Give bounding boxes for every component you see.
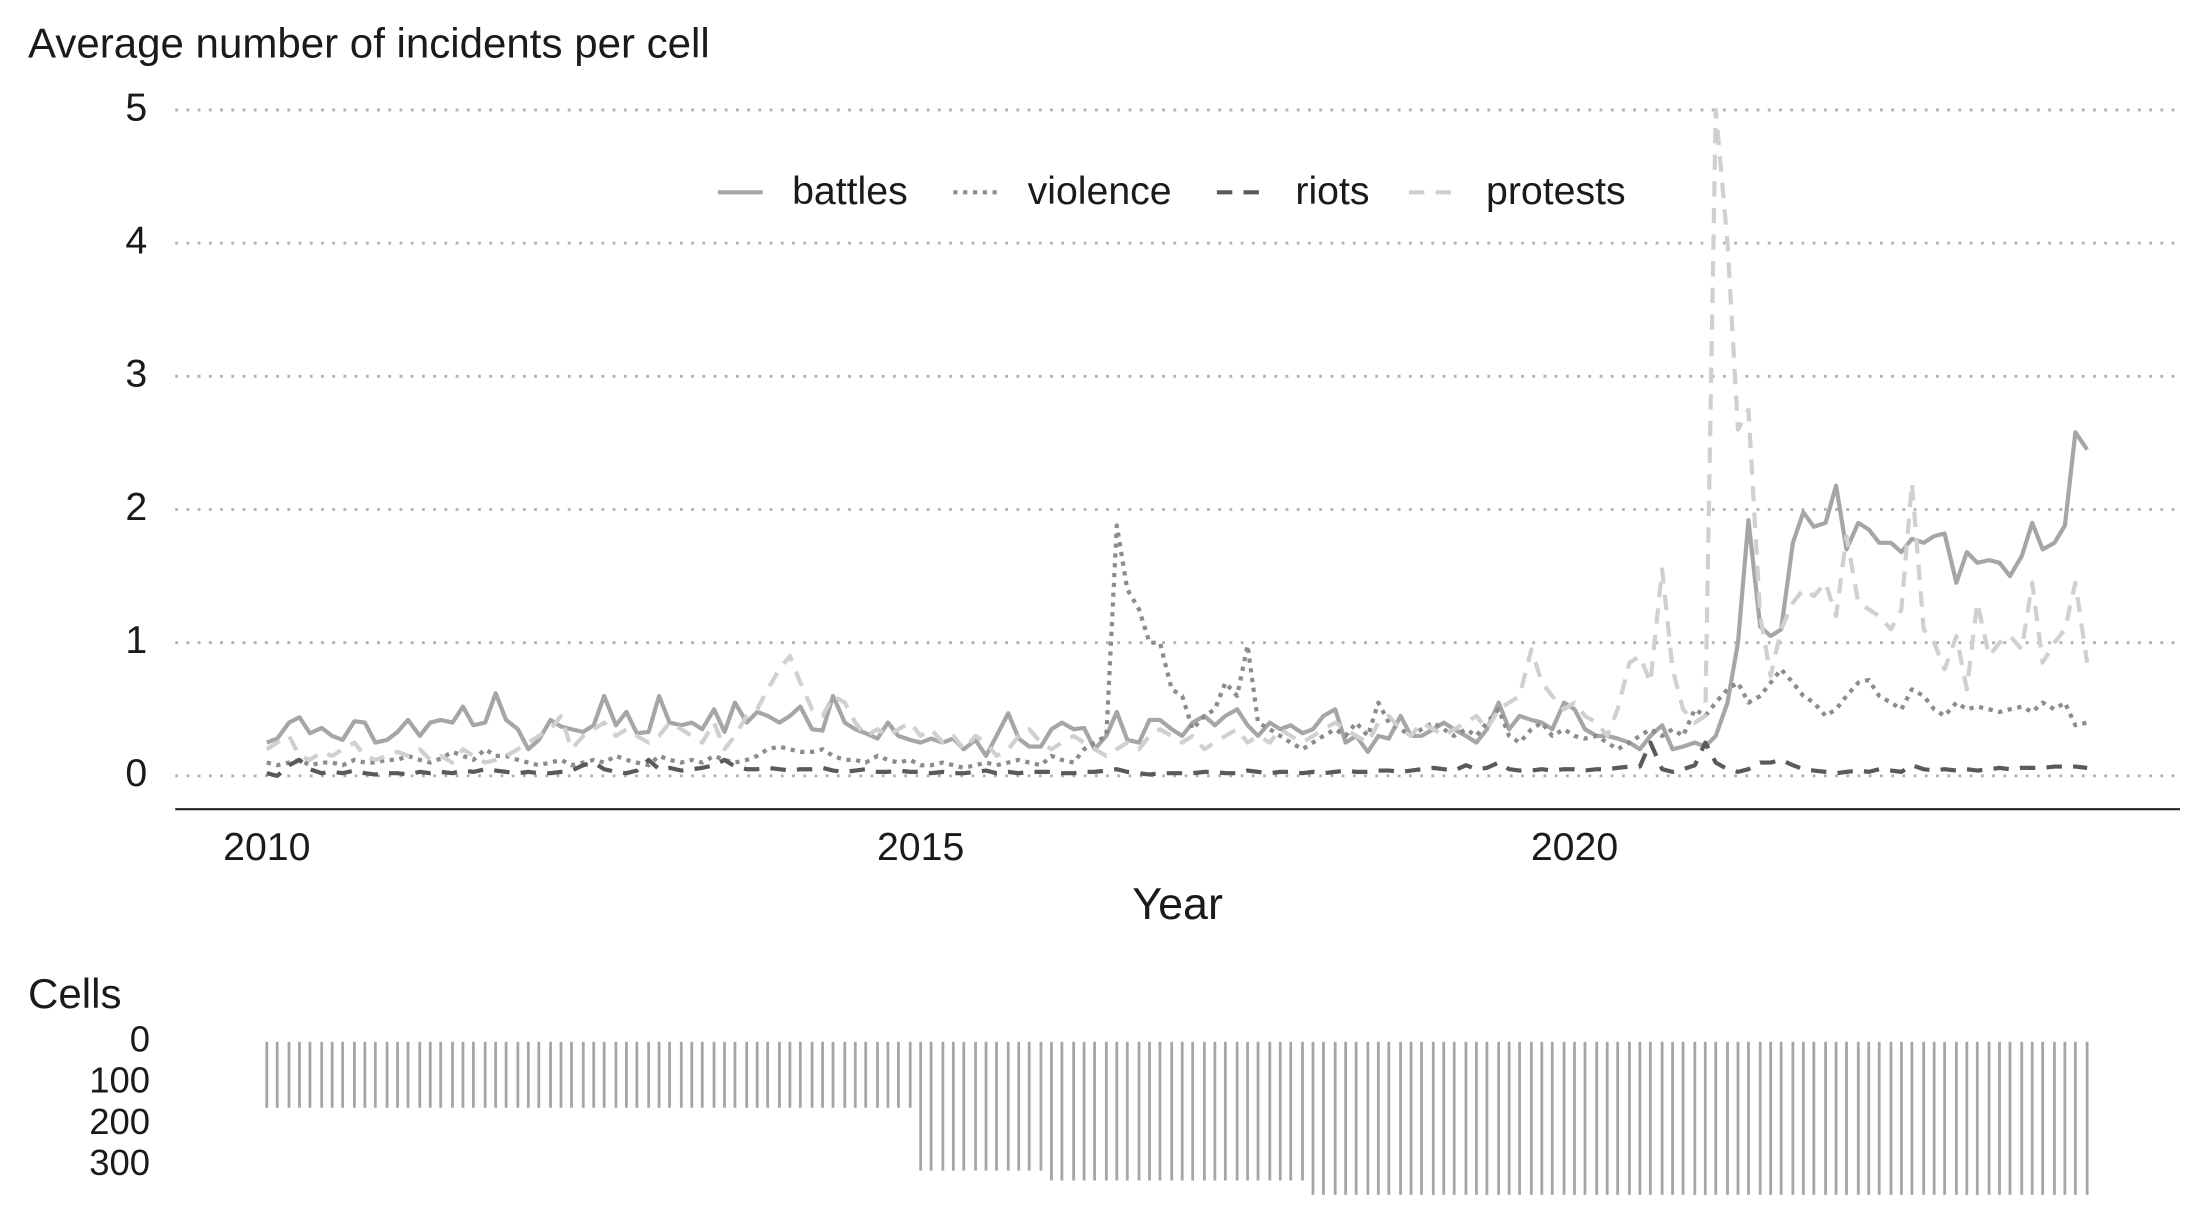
y-tick-label: 5: [125, 85, 147, 129]
series-line: [266, 523, 2088, 770]
y-tick-label: 2: [125, 485, 147, 529]
x-tick-label: 2020: [1531, 825, 1618, 869]
series-line: [265, 107, 2090, 765]
y-tick-label: 0: [130, 1019, 150, 1060]
x-tick-label: 2015: [877, 825, 964, 869]
y-tick-label: 0: [125, 751, 147, 795]
y-tick-label: 100: [89, 1060, 150, 1101]
x-tick-label: 2010: [223, 825, 310, 869]
series-line: [266, 740, 2088, 778]
y-tick-label: 1: [125, 618, 147, 662]
chart-title: Cells: [28, 970, 121, 1017]
y-tick-label: 4: [125, 219, 147, 263]
legend-label: battles: [792, 169, 908, 213]
series-line: [266, 430, 2089, 758]
y-tick-label: 200: [89, 1101, 150, 1142]
legend-label: violence: [1028, 169, 1172, 213]
y-tick-label: 300: [89, 1142, 150, 1183]
y-tick-label: 3: [125, 352, 147, 396]
legend-label: riots: [1295, 169, 1369, 213]
legend-label: protests: [1486, 169, 1626, 213]
x-axis-title: Year: [1132, 878, 1223, 929]
chart-title: Average number of incidents per cell: [28, 20, 710, 67]
